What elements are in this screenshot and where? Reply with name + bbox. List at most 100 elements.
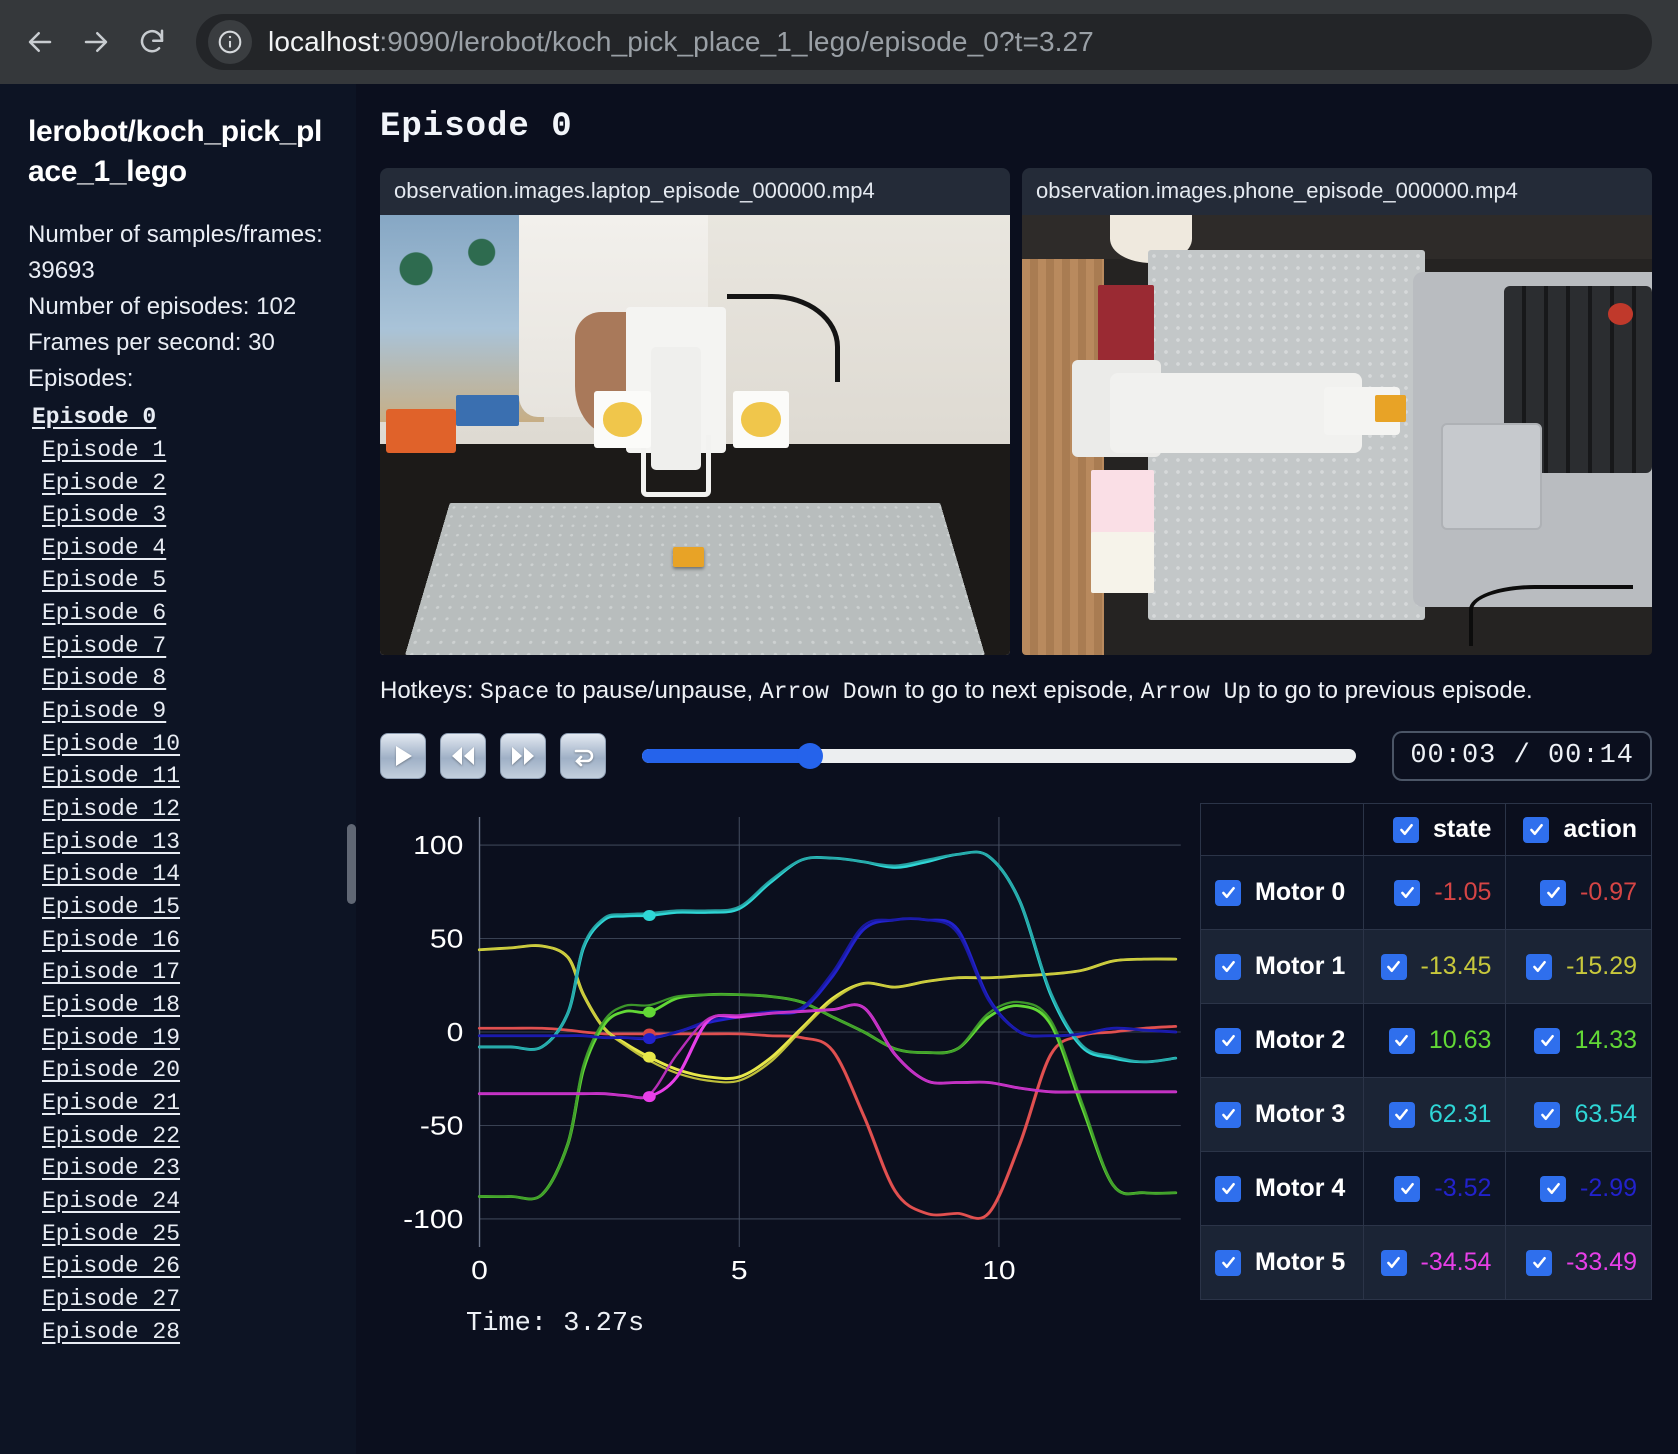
video-player-phone[interactable] (1022, 215, 1652, 655)
seek-bar[interactable] (642, 733, 1357, 779)
svg-text:0: 0 (447, 1018, 464, 1047)
seek-fill (642, 749, 810, 763)
motor-2-action-value: 14.33 (1574, 1026, 1637, 1054)
episode-link-19[interactable]: Episode 19 (42, 1024, 181, 1051)
motor-3-checkbox[interactable] (1215, 1101, 1241, 1128)
motor-5-action-checkbox[interactable] (1526, 1249, 1553, 1276)
episode-link-18[interactable]: Episode 18 (42, 992, 181, 1018)
motor-4-checkbox[interactable] (1215, 1175, 1241, 1202)
episode-link-12[interactable]: Episode 12 (42, 796, 181, 823)
cell-action-0: -0.97 (1505, 855, 1652, 930)
video-filename-laptop: observation.images.laptop_episode_000000… (380, 168, 1010, 215)
motor-0-state-checkbox[interactable] (1394, 879, 1421, 906)
cell-state-4: -3.52 (1362, 1151, 1507, 1226)
episode-link-2[interactable]: Episode 2 (42, 469, 167, 496)
motor-0-action-checkbox[interactable] (1540, 879, 1567, 906)
motor-1-action-value: -15.29 (1566, 952, 1637, 980)
loop-icon[interactable] (560, 733, 606, 779)
seek-track[interactable] (642, 743, 1357, 769)
browser-toolbar: localhost:9090/lerobot/koch_pick_place_1… (0, 0, 1678, 84)
chart-time-readout: Time: 3.27s (466, 1309, 645, 1339)
table-row: Motor 0 -1.05 -0.97 (1200, 855, 1652, 930)
forward-icon[interactable] (70, 16, 122, 68)
motors-table: state action Motor 0 -1.05 -0.97 Mot (1200, 803, 1652, 1300)
video-controls: 00:03 / 00:14 (380, 731, 1652, 781)
motor-5-state-checkbox[interactable] (1380, 1249, 1407, 1276)
motor-5-checkbox[interactable] (1215, 1249, 1241, 1276)
motor-3-action-checkbox[interactable] (1534, 1101, 1561, 1128)
episode-link-25[interactable]: Episode 25 (42, 1220, 181, 1247)
state-column-checkbox[interactable] (1393, 816, 1420, 843)
cell-state-1: -13.45 (1362, 929, 1507, 1004)
episode-link-0[interactable]: Episode 0 (32, 404, 157, 431)
episode-link-24[interactable]: Episode 24 (42, 1187, 181, 1214)
episode-link-11[interactable]: Episode 11 (42, 763, 181, 790)
fast-forward-icon[interactable] (500, 733, 546, 779)
motor-3-state-checkbox[interactable] (1388, 1101, 1415, 1128)
motor-3-state-value: 62.31 (1428, 1100, 1492, 1128)
episode-link-4[interactable]: Episode 4 (42, 534, 167, 561)
episode-link-7[interactable]: Episode 7 (42, 632, 167, 659)
motor-1-checkbox[interactable] (1215, 953, 1241, 980)
motor-2-action-checkbox[interactable] (1534, 1027, 1561, 1054)
site-info-icon[interactable] (208, 20, 252, 64)
episode-link-15[interactable]: Episode 15 (42, 894, 181, 921)
episode-link-17[interactable]: Episode 17 (42, 959, 181, 986)
motor-1-action-checkbox[interactable] (1526, 953, 1553, 980)
episode-link-21[interactable]: Episode 21 (42, 1089, 181, 1116)
motor-0-state-value: -1.05 (1434, 878, 1492, 906)
cell-action-3: 63.54 (1505, 1077, 1652, 1152)
motor-4-action-checkbox[interactable] (1540, 1175, 1567, 1202)
episode-link-6[interactable]: Episode 6 (42, 600, 167, 627)
address-bar[interactable]: localhost:9090/lerobot/koch_pick_place_1… (196, 14, 1652, 70)
motor-5-action-value: -33.49 (1566, 1248, 1637, 1276)
cell-action-2: 14.33 (1505, 1003, 1652, 1078)
episode-link-1[interactable]: Episode 1 (42, 436, 167, 463)
episode-link-23[interactable]: Episode 23 (42, 1155, 181, 1182)
episode-link-13[interactable]: Episode 13 (42, 828, 181, 855)
back-icon[interactable] (14, 16, 66, 68)
episode-link-28[interactable]: Episode 28 (42, 1318, 181, 1345)
episode-link-9[interactable]: Episode 9 (42, 698, 167, 725)
action-column-checkbox[interactable] (1523, 816, 1550, 843)
motor-4-label: Motor 4 (1255, 1174, 1346, 1202)
url-host: localhost (268, 26, 380, 57)
episode-link-20[interactable]: Episode 20 (42, 1057, 181, 1084)
motor-1-state-checkbox[interactable] (1380, 953, 1407, 980)
svg-text:-50: -50 (420, 1111, 463, 1140)
hotkeys-hint: Hotkeys: Space to pause/unpause, Arrow D… (380, 677, 1652, 705)
motor-5-state-value: -34.54 (1420, 1248, 1492, 1276)
cell-state-0: -1.05 (1362, 855, 1507, 930)
reload-icon[interactable] (126, 16, 178, 68)
episode-link-22[interactable]: Episode 22 (42, 1122, 181, 1149)
motor-0-label: Motor 0 (1255, 878, 1346, 906)
svg-text:50: 50 (430, 924, 463, 953)
cell-action-4: -2.99 (1505, 1151, 1652, 1226)
motor-5-label: Motor 5 (1255, 1248, 1346, 1276)
episode-link-5[interactable]: Episode 5 (42, 567, 167, 594)
episode-link-14[interactable]: Episode 14 (42, 861, 181, 888)
seek-handle[interactable] (796, 743, 823, 769)
episode-link-26[interactable]: Episode 26 (42, 1253, 181, 1280)
motor-0-checkbox[interactable] (1215, 879, 1241, 906)
episode-link-8[interactable]: Episode 8 (42, 665, 167, 692)
rewind-icon[interactable] (440, 733, 486, 779)
motor-2-checkbox[interactable] (1215, 1027, 1241, 1054)
motor-2-state-checkbox[interactable] (1388, 1027, 1415, 1054)
cell-motor-3: Motor 3 (1200, 1077, 1364, 1152)
hotkey-arrow-up: Arrow Up (1140, 679, 1252, 705)
motor-4-state-checkbox[interactable] (1394, 1175, 1421, 1202)
sidebar-scrollbar-handle[interactable] (347, 824, 356, 904)
play-icon[interactable] (380, 733, 426, 779)
sidebar: lerobot/koch_pick_place_1_lego Number of… (0, 84, 356, 1454)
video-player-laptop[interactable] (380, 215, 1010, 655)
episode-link-27[interactable]: Episode 27 (42, 1285, 181, 1312)
cell-motor-5: Motor 5 (1200, 1225, 1364, 1300)
dataset-title: lerobot/koch_pick_place_1_lego (28, 115, 323, 188)
stat-samples: Number of samples/frames: 39693 (28, 221, 323, 285)
cell-state-5: -34.54 (1362, 1225, 1507, 1300)
episode-link-3[interactable]: Episode 3 (42, 502, 167, 529)
episode-link-16[interactable]: Episode 16 (42, 926, 181, 953)
motor-3-label: Motor 3 (1255, 1100, 1346, 1128)
episode-link-10[interactable]: Episode 10 (42, 730, 181, 757)
